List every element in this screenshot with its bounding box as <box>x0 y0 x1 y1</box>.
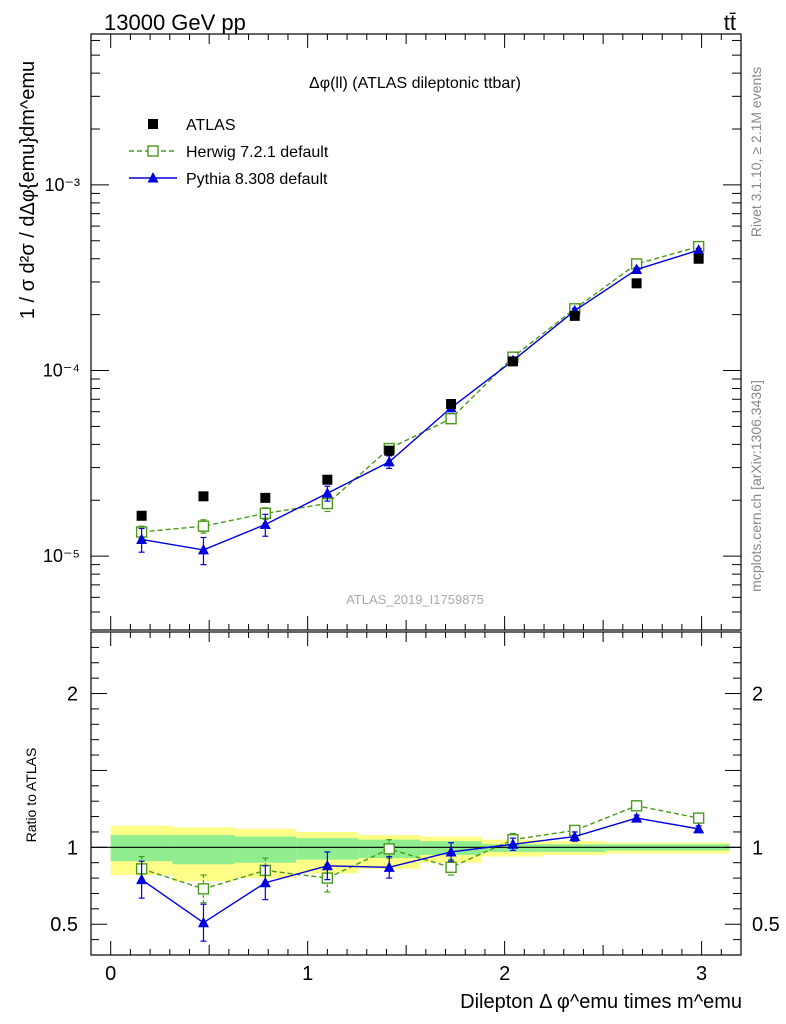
x-tick-label: 2 <box>499 963 510 985</box>
ratio-series <box>135 800 705 942</box>
legend-atlas-label: ATLAS <box>186 117 236 134</box>
ratio-plot-frame <box>90 631 742 956</box>
legend: ATLAS Herwig 7.2.1 default Pythia 8.308 de… <box>129 117 329 188</box>
band-inner <box>543 844 606 852</box>
atlas-data-point <box>693 253 704 264</box>
atlas-data-point <box>507 356 518 367</box>
ratio-pythia-line <box>141 817 699 924</box>
atlas-data-point <box>384 445 395 456</box>
pythia-point <box>383 455 395 467</box>
ratio-y-tick-label-right: 0.5 <box>752 914 780 936</box>
legend-herwig-label: Herwig 7.2.1 default <box>186 144 329 161</box>
legend-herwig-marker <box>147 145 159 157</box>
rivet-label: Rivet 3.1.10, ≥ 2.1M events <box>748 67 764 237</box>
process-label: 13000 GeV pp <box>104 10 246 35</box>
band-inner <box>296 838 359 860</box>
main-plot-frame <box>90 33 742 631</box>
herwig-point <box>197 520 210 532</box>
ratio-pythia-point <box>136 873 148 885</box>
x-tick-label: 1 <box>302 963 313 985</box>
watermark: ATLAS_2019_I1759875 <box>346 592 484 607</box>
ratio-pythia-point <box>569 830 581 842</box>
ratio-pythia-point <box>259 876 271 888</box>
ratio-herwig-point <box>445 861 457 874</box>
ratio-pythia-point <box>693 822 705 834</box>
herwig-point <box>445 413 457 425</box>
legend-atlas-marker <box>148 119 158 129</box>
main-series <box>135 240 705 566</box>
ratio-herwig-point <box>692 812 705 824</box>
herwig-line <box>141 245 699 533</box>
ratio-herwig-point <box>383 843 395 855</box>
ratio-y-tick-label: 1 <box>67 837 78 859</box>
channel-label: tt̄ <box>724 10 736 35</box>
ratio-pythia-point <box>507 838 519 849</box>
legend-pythia-marker <box>147 172 159 183</box>
chart-title: Δφ(ll) (ATLAS dileptonic ttbar) <box>309 75 521 92</box>
main-y-axis-label: 1 / σ d²σ / dΔφ{emu}dm^emu <box>17 61 39 319</box>
ratio-y-tick-label-right: 2 <box>752 684 763 706</box>
ratio-pythia-point <box>197 916 209 928</box>
y-tick-label: 10⁻⁴ <box>43 361 80 381</box>
ratio-y-axis-label: Ratio to ATLAS <box>23 748 39 843</box>
ratio-y-tick-label: 2 <box>67 684 78 706</box>
axes: 0 1 2 3 10⁻⁵ 10⁻⁴ 10⁻³ 0.5 0.5 1 1 2 2 <box>43 33 780 985</box>
x-tick-label: 3 <box>696 963 707 985</box>
pythia-point <box>197 543 209 555</box>
ratio-pythia-point <box>445 845 457 857</box>
x-axis-label: Dilepton Δ φ^emu times m^emu <box>460 991 742 1013</box>
y-tick-label: 10⁻⁵ <box>43 546 80 566</box>
atlas-data-point <box>136 510 147 521</box>
atlas-data-point <box>631 278 642 289</box>
ratio-herwig-line <box>141 805 699 890</box>
ratio-y-tick-label-right: 1 <box>752 837 763 859</box>
pythia-point <box>321 487 333 498</box>
atlas-data-point <box>446 399 457 410</box>
atlas-data-point <box>322 474 333 485</box>
ratio-herwig-point <box>197 883 210 895</box>
ratio-y-tick-label: 0.5 <box>50 914 78 936</box>
ratio-pythia-point <box>321 859 333 871</box>
ratio-pythia-point <box>631 812 643 823</box>
ratio-bands <box>110 825 730 882</box>
ratio-herwig-point <box>630 800 643 812</box>
pythia-point <box>631 263 643 275</box>
pythia-point <box>259 518 271 530</box>
band-inner <box>172 835 235 865</box>
atlas-data-point <box>260 492 271 503</box>
ratio-pythia-point <box>383 861 395 872</box>
pythia-point <box>136 533 148 544</box>
atlas-data-point <box>569 310 580 321</box>
mcplots-label: mcplots.cern.ch [arXiv:1306.3436] <box>748 380 764 592</box>
x-tick-label: 0 <box>105 963 116 985</box>
pythia-line <box>141 249 699 551</box>
y-tick-label: 10⁻³ <box>44 175 80 195</box>
atlas-data-point <box>198 491 209 502</box>
pythia-point <box>693 244 705 255</box>
legend-pythia-label: Pythia 8.308 default <box>186 171 328 188</box>
